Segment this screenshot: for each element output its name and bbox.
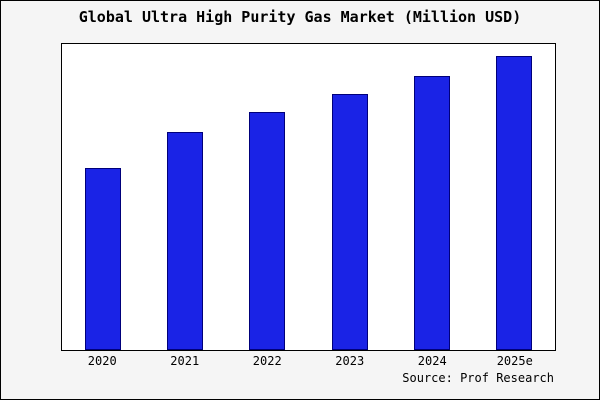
x-tick-label-2024: 2024 [417, 354, 447, 368]
bar-2023 [331, 94, 368, 350]
chart-title: Global Ultra High Purity Gas Market (Mil… [78, 8, 522, 26]
bar-2021 [167, 132, 204, 350]
bar-2025e [495, 55, 532, 350]
x-tick-label-2020: 2020 [87, 354, 117, 368]
x-tick-label-2021: 2021 [170, 354, 200, 368]
x-tick-label-2022: 2022 [252, 354, 282, 368]
plot-area [61, 43, 556, 351]
bar-2022 [249, 111, 286, 350]
bar-2020 [85, 167, 122, 350]
bar-2024 [413, 76, 450, 350]
x-tick-label-2025e: 2025e [496, 354, 533, 368]
x-axis-labels: 2020 2021 2022 2023 2024 2025e [61, 354, 556, 368]
source-text: Source: Prof Research [402, 371, 554, 385]
x-tick-label-2023: 2023 [335, 354, 365, 368]
